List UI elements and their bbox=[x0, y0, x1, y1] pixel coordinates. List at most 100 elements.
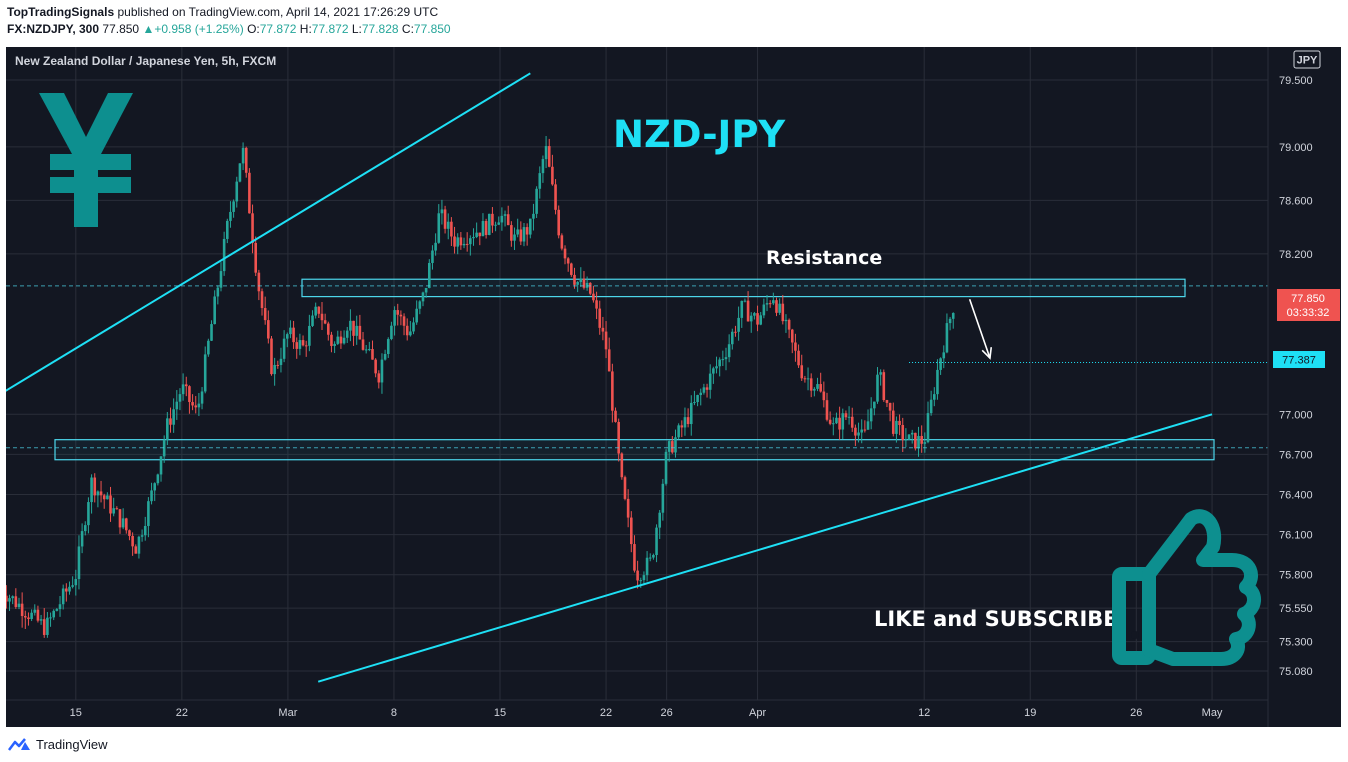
candle-body bbox=[487, 213, 491, 235]
candle-body bbox=[936, 369, 939, 395]
candle-body bbox=[393, 310, 396, 326]
candle-body bbox=[46, 617, 49, 635]
candle-body bbox=[371, 349, 374, 360]
candle-body bbox=[778, 303, 781, 313]
candle-body bbox=[115, 508, 119, 510]
candle-body bbox=[191, 402, 194, 406]
tradingview-brand[interactable]: TradingView bbox=[36, 736, 108, 752]
candle-body bbox=[585, 282, 589, 288]
candle-body bbox=[285, 334, 289, 339]
candle-body bbox=[768, 303, 772, 305]
candle-body bbox=[822, 391, 826, 401]
candle-body bbox=[712, 368, 715, 374]
candle-body bbox=[361, 339, 365, 350]
candle-body bbox=[693, 402, 696, 404]
candle-body bbox=[131, 535, 134, 547]
y-tick-label: 78.600 bbox=[1279, 195, 1313, 207]
ohlc-line: FX:NZDJPY, 300 77.850 ▲+0.958 (+1.25%) O… bbox=[7, 22, 451, 36]
candle-body bbox=[197, 403, 201, 408]
candle-body bbox=[914, 432, 917, 449]
candle-body bbox=[175, 401, 179, 410]
candle-body bbox=[61, 588, 65, 605]
candle-body bbox=[699, 392, 703, 396]
candle-body bbox=[128, 530, 131, 536]
candle-body bbox=[342, 337, 346, 344]
candle-body bbox=[169, 418, 172, 425]
candle-body bbox=[314, 306, 317, 316]
last-price-tag[interactable]: 77.850 03:33:32 bbox=[1277, 289, 1340, 321]
candle-body bbox=[516, 229, 519, 235]
candle-body bbox=[358, 325, 362, 340]
candle-body bbox=[58, 604, 62, 610]
candle-body bbox=[513, 234, 516, 241]
projection-arrow-line bbox=[968, 299, 991, 359]
candle-body bbox=[166, 418, 169, 440]
candle-body bbox=[901, 425, 905, 441]
candle-body bbox=[582, 278, 586, 288]
candle-body bbox=[143, 525, 147, 536]
upper-trendline bbox=[6, 72, 531, 392]
candle-body bbox=[207, 340, 210, 355]
chart-svg[interactable]: 79.500 79.000 78.600 78.200 77.000 76.700 76.4… bbox=[6, 47, 1341, 727]
x-tick-label: 26 bbox=[661, 707, 673, 719]
change-value: +0.958 (+1.25%) bbox=[154, 22, 244, 36]
footer: TradingView bbox=[8, 734, 108, 754]
close-value: 77.850 bbox=[413, 22, 451, 36]
candle-body bbox=[743, 300, 747, 302]
candle-body bbox=[443, 209, 447, 229]
candle-body bbox=[674, 437, 677, 453]
x-tick-label: 15 bbox=[70, 707, 82, 719]
candle-body bbox=[579, 278, 583, 283]
candle-body bbox=[860, 429, 864, 433]
candle-body bbox=[762, 304, 766, 316]
candle-body bbox=[680, 425, 684, 428]
author-name[interactable]: TopTradingSignals bbox=[7, 5, 115, 19]
candle-body bbox=[434, 242, 437, 251]
candle-body bbox=[125, 518, 128, 531]
candle-body bbox=[630, 517, 633, 545]
y-tick-label: 78.200 bbox=[1279, 249, 1313, 261]
currency-badge[interactable] bbox=[1293, 50, 1321, 69]
x-tick-label: Apr bbox=[749, 707, 766, 719]
candle-body bbox=[588, 282, 592, 294]
candle-body bbox=[472, 236, 475, 239]
projection-arrow-head bbox=[981, 347, 993, 360]
x-tick-label: 19 bbox=[1024, 707, 1036, 719]
candle-body bbox=[352, 320, 355, 336]
candle-body bbox=[80, 531, 84, 547]
candle-body bbox=[784, 319, 788, 322]
candle-body bbox=[336, 336, 340, 344]
candle-body bbox=[301, 340, 305, 346]
candle-body bbox=[462, 243, 466, 246]
candle-body bbox=[907, 434, 911, 440]
candle-body bbox=[800, 365, 804, 379]
grid bbox=[6, 47, 1268, 700]
candle-body bbox=[87, 502, 90, 526]
candle-body bbox=[648, 557, 652, 559]
candle-body bbox=[289, 327, 292, 335]
candle-body bbox=[33, 609, 37, 613]
candle-body bbox=[475, 232, 478, 237]
candle-body bbox=[320, 313, 324, 321]
candle-body bbox=[841, 413, 845, 430]
chart-area[interactable]: 79.500 79.000 78.600 78.200 77.000 76.700 76.4… bbox=[6, 47, 1341, 727]
candle-body bbox=[17, 603, 21, 607]
candle-body bbox=[459, 237, 463, 246]
candle-body bbox=[636, 570, 639, 581]
candle-body bbox=[453, 236, 456, 247]
tradingview-logo-icon[interactable] bbox=[8, 736, 32, 752]
candle-body bbox=[355, 325, 359, 336]
level-price-tag[interactable]: 77.387 bbox=[1273, 351, 1325, 368]
candle-body bbox=[377, 373, 381, 383]
candle-body bbox=[708, 373, 712, 390]
candle-body bbox=[402, 316, 406, 326]
candle-body bbox=[424, 287, 428, 293]
price-axis[interactable]: 79.500 79.000 78.600 78.200 77.000 76.700 76.4… bbox=[1279, 75, 1313, 678]
candle-body bbox=[219, 271, 223, 288]
candle-body bbox=[832, 423, 835, 425]
candle-body bbox=[405, 325, 409, 336]
candle-body bbox=[238, 163, 242, 182]
candle-body bbox=[282, 338, 286, 359]
trendlines[interactable] bbox=[6, 72, 1213, 683]
time-axis[interactable]: 15 22 Mar 8 15 22 26 Apr 12 19 26 May bbox=[70, 707, 1223, 719]
